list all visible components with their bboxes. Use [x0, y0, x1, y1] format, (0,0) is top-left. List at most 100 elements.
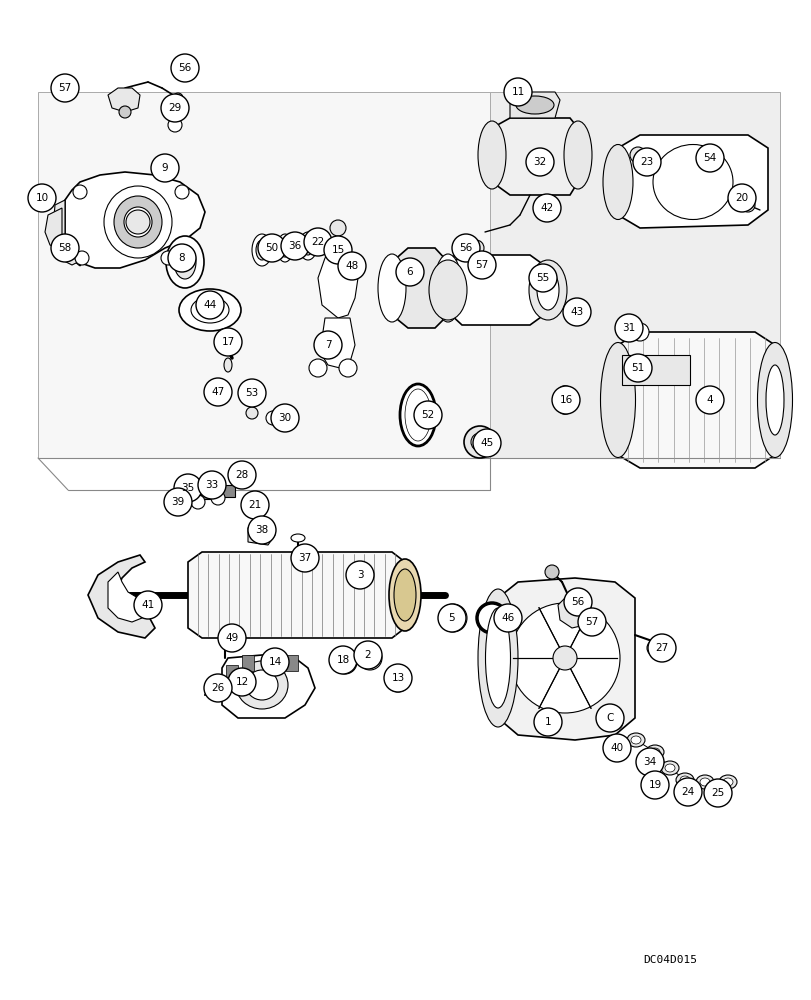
Text: 25: 25	[710, 788, 723, 798]
Circle shape	[241, 491, 268, 519]
Circle shape	[629, 147, 646, 163]
Circle shape	[551, 386, 579, 414]
Ellipse shape	[251, 234, 272, 266]
Circle shape	[173, 93, 182, 103]
Ellipse shape	[174, 245, 195, 279]
Circle shape	[647, 634, 676, 662]
Text: 37: 37	[298, 553, 311, 563]
Circle shape	[191, 495, 204, 509]
Text: 11: 11	[511, 87, 524, 97]
Circle shape	[695, 144, 723, 172]
Circle shape	[333, 650, 357, 674]
Text: DC04D015: DC04D015	[642, 955, 696, 965]
Polygon shape	[38, 92, 489, 458]
Text: 2: 2	[364, 650, 371, 660]
Text: 42: 42	[539, 203, 553, 213]
Ellipse shape	[718, 775, 736, 789]
Circle shape	[258, 234, 285, 262]
Ellipse shape	[224, 358, 232, 372]
Circle shape	[345, 561, 374, 589]
Text: 30: 30	[278, 413, 291, 423]
Circle shape	[526, 148, 553, 176]
Ellipse shape	[178, 253, 191, 271]
Text: 16: 16	[559, 395, 572, 405]
Circle shape	[509, 603, 620, 713]
Polygon shape	[617, 332, 774, 468]
Circle shape	[314, 331, 341, 359]
Ellipse shape	[165, 236, 204, 288]
Polygon shape	[497, 578, 634, 740]
Circle shape	[414, 401, 441, 429]
Circle shape	[260, 648, 289, 676]
Text: 23: 23	[640, 157, 653, 167]
Bar	[266, 650, 277, 666]
Ellipse shape	[649, 748, 659, 756]
Text: 28: 28	[235, 470, 248, 480]
Ellipse shape	[536, 270, 558, 310]
Circle shape	[635, 748, 663, 776]
Circle shape	[134, 591, 162, 619]
Polygon shape	[247, 520, 275, 545]
Circle shape	[740, 198, 754, 212]
Circle shape	[727, 184, 755, 212]
Ellipse shape	[478, 589, 517, 727]
Circle shape	[630, 323, 648, 341]
Circle shape	[174, 474, 202, 502]
Circle shape	[198, 471, 225, 499]
Circle shape	[51, 234, 79, 262]
Circle shape	[392, 674, 404, 686]
Ellipse shape	[478, 121, 505, 189]
Ellipse shape	[528, 260, 566, 320]
Text: 49: 49	[225, 633, 238, 643]
Circle shape	[354, 641, 381, 669]
Circle shape	[338, 359, 357, 377]
Text: 44: 44	[203, 300, 217, 310]
Polygon shape	[188, 552, 405, 638]
Circle shape	[168, 244, 195, 272]
Bar	[285, 655, 298, 671]
Ellipse shape	[236, 661, 288, 709]
Text: 39: 39	[171, 497, 184, 507]
Text: 52: 52	[421, 410, 434, 420]
Text: 12: 12	[235, 677, 248, 687]
Ellipse shape	[290, 534, 305, 542]
Text: C: C	[606, 713, 613, 723]
Circle shape	[467, 240, 483, 256]
Text: 45: 45	[480, 438, 493, 448]
Circle shape	[552, 646, 577, 670]
Circle shape	[246, 407, 258, 419]
Text: 19: 19	[647, 780, 661, 790]
Polygon shape	[557, 592, 591, 628]
Ellipse shape	[554, 386, 574, 414]
Text: 1: 1	[544, 717, 551, 727]
Circle shape	[358, 646, 381, 670]
Polygon shape	[489, 92, 779, 458]
Circle shape	[437, 604, 466, 632]
Ellipse shape	[646, 745, 663, 759]
Text: 56: 56	[571, 597, 584, 607]
Circle shape	[338, 656, 350, 668]
Text: 18: 18	[336, 655, 350, 665]
Text: 20: 20	[735, 193, 748, 203]
Circle shape	[290, 544, 319, 572]
Circle shape	[445, 611, 460, 625]
Text: 40: 40	[610, 743, 623, 753]
Text: 13: 13	[391, 673, 404, 683]
Circle shape	[211, 491, 225, 505]
Circle shape	[640, 771, 668, 799]
Text: 27: 27	[654, 643, 667, 653]
Ellipse shape	[695, 775, 713, 789]
Ellipse shape	[214, 391, 221, 399]
Ellipse shape	[765, 365, 783, 435]
Circle shape	[363, 652, 375, 664]
Ellipse shape	[114, 196, 162, 248]
Circle shape	[238, 379, 266, 407]
Polygon shape	[65, 172, 204, 268]
Circle shape	[247, 497, 264, 513]
Circle shape	[623, 354, 651, 382]
Polygon shape	[509, 92, 560, 118]
Polygon shape	[108, 88, 139, 112]
Circle shape	[493, 604, 521, 632]
Text: 14: 14	[268, 657, 281, 667]
Circle shape	[384, 664, 411, 692]
